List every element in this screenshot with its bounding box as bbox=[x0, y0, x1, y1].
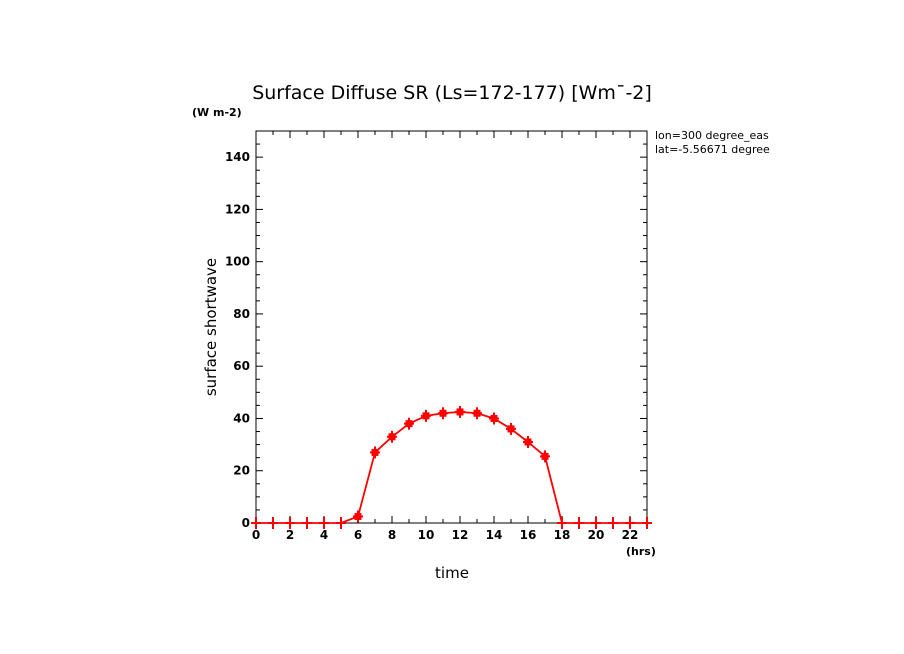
data-point bbox=[625, 517, 635, 529]
y-tick-label: 20 bbox=[233, 464, 250, 478]
series-line bbox=[256, 411, 647, 524]
tick-labels: 0 2 4 6 8 10 12 14 16 18 20 22 0 20 40 60 80 100 120 140 bbox=[225, 150, 638, 542]
data-point bbox=[268, 517, 278, 529]
annotation-lat: lat=-5.56671 degree bbox=[655, 143, 770, 156]
x-tick-label: 2 bbox=[286, 528, 294, 542]
x-tick-label: 12 bbox=[452, 528, 469, 542]
data-point-marker bbox=[405, 420, 413, 428]
y-tick-label: 80 bbox=[233, 307, 250, 321]
data-point bbox=[370, 446, 380, 459]
data-point bbox=[455, 405, 465, 418]
x-tick-label: 16 bbox=[520, 528, 537, 542]
data-point-marker bbox=[388, 433, 396, 441]
data-point bbox=[387, 430, 397, 443]
x-tick-label: 14 bbox=[486, 528, 503, 542]
data-point-marker bbox=[507, 425, 515, 433]
x-axis-label: time bbox=[435, 564, 469, 582]
data-point-marker bbox=[422, 412, 430, 420]
x-tick-label: 10 bbox=[418, 528, 435, 542]
data-point bbox=[523, 435, 533, 448]
y-tick-label: 140 bbox=[225, 150, 250, 164]
series-layer bbox=[251, 405, 652, 529]
x-tick-label: 0 bbox=[252, 528, 260, 542]
y-tick-label: 100 bbox=[225, 255, 250, 269]
data-point bbox=[540, 450, 550, 463]
data-point bbox=[319, 517, 329, 529]
data-point-marker bbox=[456, 408, 464, 416]
data-point bbox=[336, 517, 346, 529]
y-tick-label: 0 bbox=[242, 516, 250, 530]
data-point bbox=[251, 517, 261, 529]
y-axis-label: surface shortwave bbox=[202, 258, 220, 396]
data-point-marker bbox=[490, 414, 498, 422]
data-point-marker bbox=[524, 438, 532, 446]
data-point-marker bbox=[541, 452, 549, 460]
data-point-marker bbox=[439, 409, 447, 417]
plot-frame bbox=[255, 130, 648, 524]
data-point bbox=[591, 517, 601, 529]
x-tick-label: 4 bbox=[320, 528, 328, 542]
x-tick-label: 8 bbox=[388, 528, 396, 542]
axis-ticks bbox=[255, 130, 648, 524]
y-unit: (W m-2) bbox=[192, 106, 242, 119]
y-tick-label: 120 bbox=[225, 202, 250, 216]
data-point bbox=[642, 517, 652, 529]
data-point bbox=[608, 517, 618, 529]
x-tick-label: 20 bbox=[588, 528, 605, 542]
data-point bbox=[421, 409, 431, 422]
data-point bbox=[404, 417, 414, 430]
x-tick-label: 18 bbox=[554, 528, 571, 542]
chart-title: Surface Diffuse SR (Ls=172-177) [Wm¯-2] bbox=[252, 82, 652, 104]
data-point bbox=[574, 517, 584, 529]
data-point-marker bbox=[371, 448, 379, 456]
x-tick-label: 6 bbox=[354, 528, 362, 542]
annotation-lon: lon=300 degree_eas bbox=[655, 129, 769, 142]
data-point-marker bbox=[473, 409, 481, 417]
y-tick-label: 40 bbox=[233, 411, 250, 425]
data-point bbox=[353, 510, 363, 523]
y-tick-label: 60 bbox=[233, 359, 250, 373]
data-point bbox=[285, 517, 295, 529]
data-point bbox=[489, 412, 499, 425]
x-tick-label: 22 bbox=[622, 528, 639, 542]
data-point bbox=[557, 517, 567, 529]
x-unit: (hrs) bbox=[626, 545, 656, 558]
data-point bbox=[302, 517, 312, 529]
data-point bbox=[438, 407, 448, 420]
data-point bbox=[506, 422, 516, 435]
data-point bbox=[472, 407, 482, 420]
data-point-marker bbox=[354, 512, 362, 520]
